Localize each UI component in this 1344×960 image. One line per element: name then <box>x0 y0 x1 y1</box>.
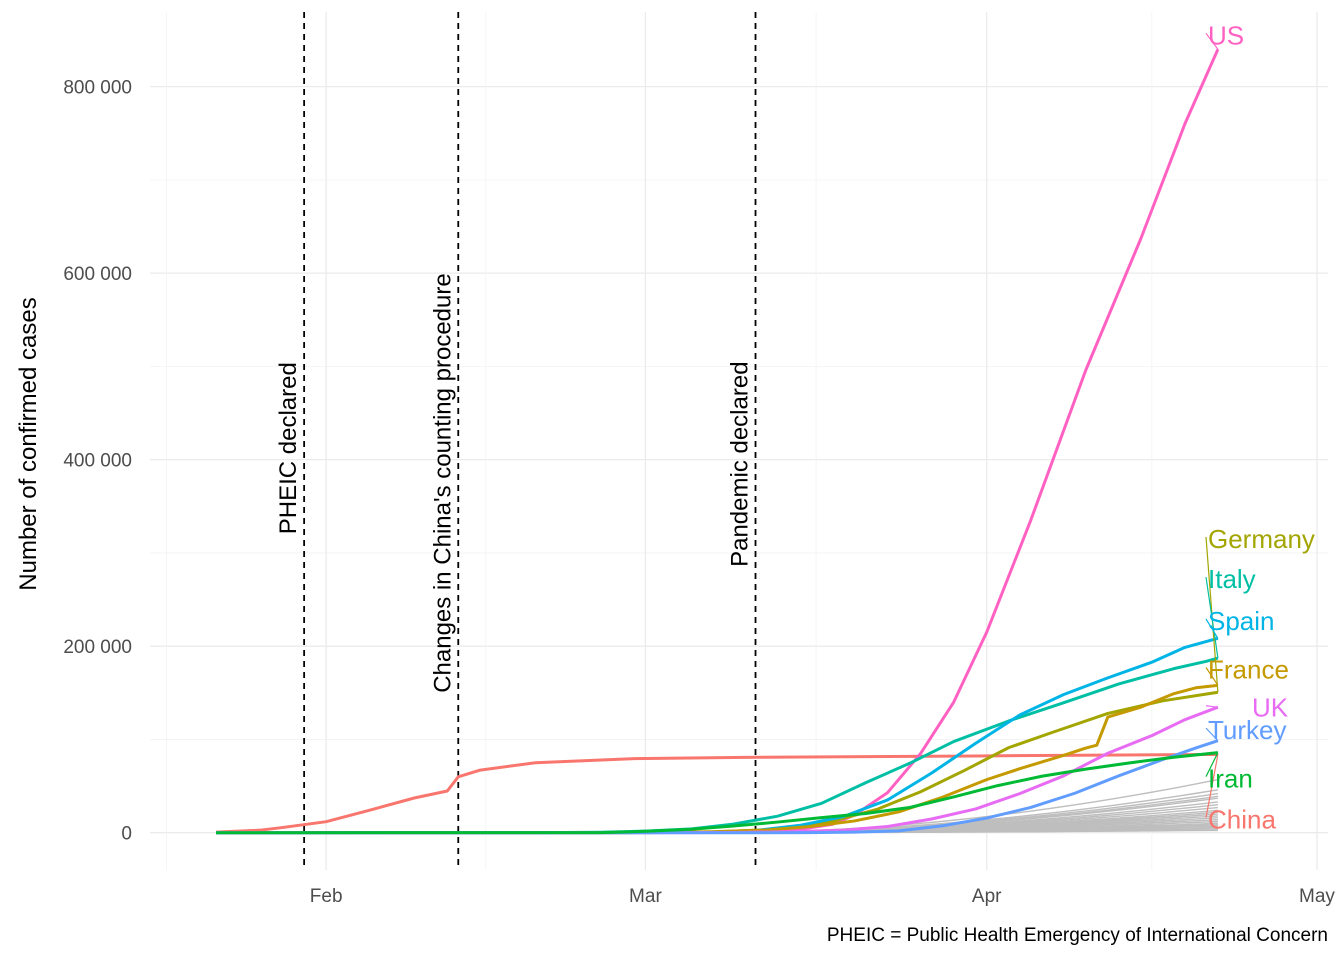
series-label-spain: Spain <box>1208 606 1275 636</box>
series-label-italy: Italy <box>1208 564 1256 594</box>
label-leader-spain <box>1205 618 1219 639</box>
series-line-us <box>216 48 1220 835</box>
series-line-iran <box>216 751 1219 835</box>
grid <box>150 12 1328 870</box>
label-leader-uk <box>1205 705 1218 708</box>
x-tick-label: Apr <box>972 886 1002 907</box>
y-tick-label: 200 000 <box>63 637 132 658</box>
label-leader-france <box>1205 667 1219 686</box>
y-tick-label: 800 000 <box>63 78 132 99</box>
label-leader-italy <box>1205 576 1219 659</box>
annotation-label: Pandemic declared <box>727 361 754 566</box>
label-leader-us <box>1205 32 1219 50</box>
x-tick-label: Feb <box>310 886 343 907</box>
y-tick-label: 0 <box>121 824 132 845</box>
y-tick-label: 400 000 <box>63 451 132 472</box>
series-label-iran: Iran <box>1208 764 1253 794</box>
annotation-label: PHEIC declared <box>275 362 302 534</box>
annotations: PHEIC declared Changes in China's countin… <box>275 12 757 870</box>
series-label-us: US <box>1208 20 1244 50</box>
series-label-germany: Germany <box>1208 524 1315 554</box>
y-tick-label: 600 000 <box>63 264 132 285</box>
series-lines <box>215 48 1220 835</box>
chart-caption: PHEIC = Public Health Emergency of Inter… <box>827 925 1328 946</box>
axes: 0 200 000 400 000 600 000 800 000 Feb Mar Apr Ma… <box>63 78 1335 907</box>
y-axis-title: Number of confirmed cases <box>15 297 42 590</box>
series-label-china: China <box>1208 805 1276 835</box>
series-label-uk: UK <box>1252 693 1289 723</box>
label-leader-turkey <box>1205 727 1219 742</box>
x-tick-label: May <box>1299 886 1335 907</box>
annotation-label: Changes in China's counting procedure <box>429 273 456 693</box>
label-leader-iran <box>1205 752 1219 777</box>
series-line-china <box>215 752 1218 834</box>
label-leader-china <box>1205 754 1219 818</box>
series-label-france: France <box>1208 654 1289 684</box>
x-tick-label: Mar <box>629 886 662 907</box>
series-line-france <box>216 683 1219 835</box>
series-line-spain <box>216 636 1219 835</box>
series-label-turkey: Turkey <box>1208 715 1287 745</box>
